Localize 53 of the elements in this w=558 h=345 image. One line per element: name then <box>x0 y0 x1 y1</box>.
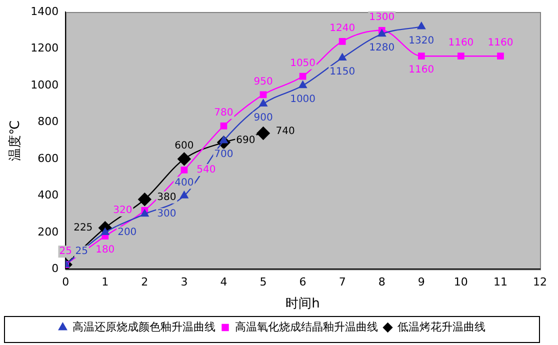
y-axis-title: 温度℃ <box>7 120 24 161</box>
y-tick-label: 1200 <box>30 42 59 55</box>
data-label: 900 <box>254 112 273 124</box>
data-label: 300 <box>157 208 176 220</box>
data-label: 1160 <box>488 38 514 49</box>
y-tick-label: 0 <box>52 262 59 276</box>
x-tick-label: 12 <box>533 276 547 289</box>
y-tick-label: 600 <box>38 152 59 165</box>
data-label: 1280 <box>369 42 395 54</box>
x-tick-label: 11 <box>493 276 508 289</box>
y-tick-label: 200 <box>38 225 59 238</box>
y-tick-label: 1000 <box>30 78 59 92</box>
x-tick-label: 8 <box>378 276 386 289</box>
legend-label: 高温氧化烧成结晶釉升温曲线 <box>234 320 378 334</box>
data-label: 1000 <box>290 94 316 106</box>
x-tick-label: 2 <box>141 276 148 289</box>
x-tick-label: 4 <box>220 276 228 289</box>
data-label: 1160 <box>448 38 474 49</box>
data-label: 320 <box>113 205 132 216</box>
x-tick-label: 9 <box>418 276 425 289</box>
data-label: 540 <box>196 164 216 176</box>
data-label: 740 <box>276 126 295 137</box>
data-label: 225 <box>74 222 93 234</box>
x-tick-label: 10 <box>454 276 468 289</box>
x-tick-label: 5 <box>260 276 267 289</box>
data-label: 25 <box>75 246 88 258</box>
data-label: 1160 <box>408 64 434 76</box>
x-tick-label: 1 <box>102 276 109 289</box>
data-label: 200 <box>118 227 137 238</box>
y-tick-label: 1400 <box>30 4 59 18</box>
data-label: 1320 <box>408 35 434 46</box>
data-label: 950 <box>254 76 273 88</box>
data-label: 1050 <box>290 58 316 69</box>
x-axis-title: 时间h <box>286 296 320 312</box>
data-label: 25 <box>59 246 72 258</box>
x-tick-label: 0 <box>62 276 70 289</box>
data-label: 1240 <box>330 22 356 34</box>
data-label: 690 <box>236 135 256 146</box>
data-label: 180 <box>96 244 115 256</box>
x-tick-label: 7 <box>338 276 346 289</box>
y-tick-label: 800 <box>38 115 59 128</box>
legend-label: 高温还原烧成颜色釉升温曲线 <box>72 320 216 334</box>
data-label: 380 <box>157 192 176 203</box>
x-tick-label: 3 <box>180 276 188 289</box>
data-label: 1150 <box>330 66 356 78</box>
legend-label: 低温烤花升温曲线 <box>397 320 486 334</box>
data-label: 700 <box>214 149 234 160</box>
data-label: 780 <box>214 107 234 118</box>
x-tick-label: 6 <box>299 276 306 289</box>
y-tick-label: 400 <box>38 188 59 202</box>
data-label: 1300 <box>369 12 395 23</box>
data-label: 600 <box>174 140 194 152</box>
data-label: 400 <box>174 177 194 188</box>
